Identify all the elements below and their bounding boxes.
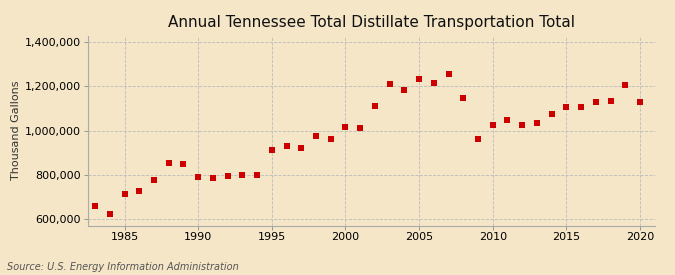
Point [384, 82, 395, 87]
Point [134, 189, 144, 194]
Point [472, 137, 483, 142]
Point [443, 72, 454, 76]
Point [561, 105, 572, 110]
Point [429, 81, 439, 85]
Y-axis label: Thousand Gallons: Thousand Gallons [11, 81, 20, 180]
Point [296, 146, 306, 150]
Point [531, 121, 542, 125]
Title: Annual Tennessee Total Distillate Transportation Total: Annual Tennessee Total Distillate Transp… [168, 15, 574, 31]
Point [281, 144, 292, 148]
Point [105, 212, 115, 217]
Point [517, 123, 528, 127]
Point [207, 176, 218, 180]
Point [148, 178, 159, 183]
Point [620, 83, 630, 88]
Point [458, 95, 468, 100]
Point [193, 175, 204, 179]
Point [414, 76, 425, 81]
Point [605, 99, 616, 103]
Point [119, 191, 130, 196]
Point [340, 125, 351, 130]
Point [576, 105, 587, 110]
Point [325, 137, 336, 142]
Text: Source: U.S. Energy Information Administration: Source: U.S. Energy Information Administ… [7, 262, 238, 272]
Point [369, 104, 380, 109]
Point [178, 161, 189, 166]
Point [502, 117, 513, 122]
Point [90, 204, 101, 208]
Point [252, 172, 263, 177]
Point [267, 148, 277, 153]
Point [399, 88, 410, 92]
Point [237, 172, 248, 177]
Point [546, 112, 557, 116]
Point [487, 123, 498, 127]
Point [634, 100, 645, 104]
Point [222, 174, 233, 178]
Point [355, 126, 366, 131]
Point [310, 134, 321, 138]
Point [591, 100, 601, 104]
Point [163, 160, 174, 165]
